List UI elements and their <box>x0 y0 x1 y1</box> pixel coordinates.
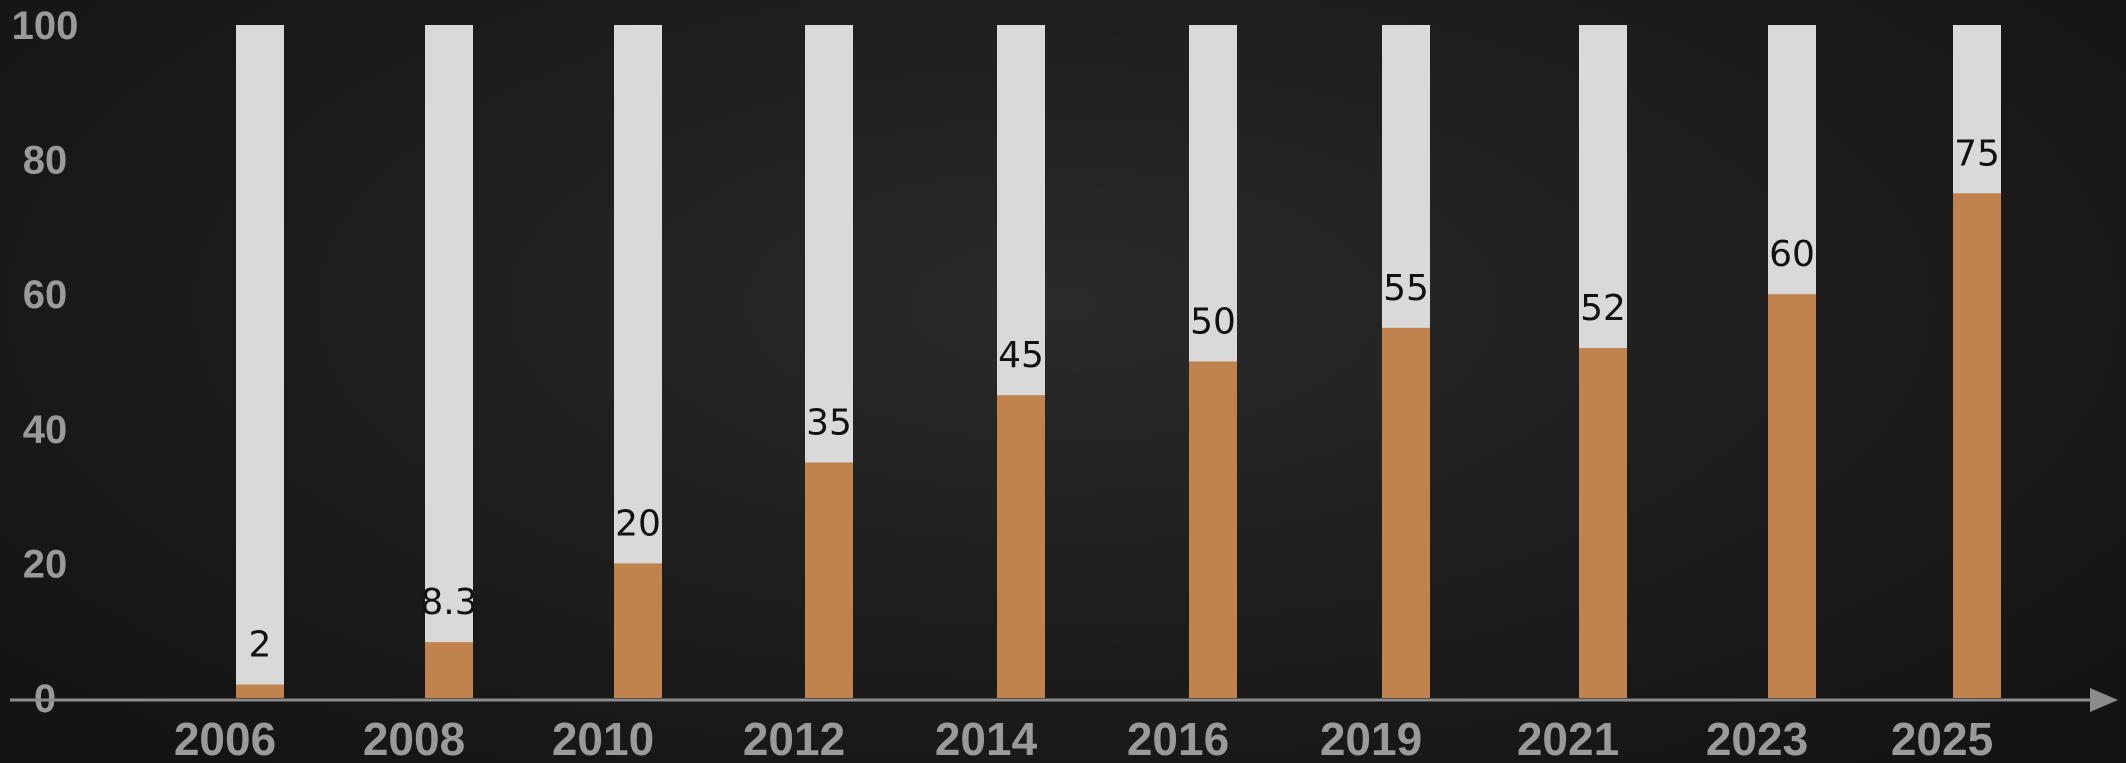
bar-data-label: 20 <box>615 503 661 544</box>
x-tick-label: 2006 <box>174 713 276 763</box>
x-tick-label: 2010 <box>552 713 654 763</box>
x-tick-label: 2008 <box>363 713 465 763</box>
bar <box>805 462 853 698</box>
bar <box>997 395 1045 698</box>
bar-data-label: 2 <box>249 625 272 666</box>
x-axis-ticks: 2006 2008 2010 2012 2014 2016 2019 2021 2023 2025 <box>174 713 1993 763</box>
bar <box>236 684 284 698</box>
x-tick-label: 2014 <box>935 713 1038 763</box>
x-axis <box>10 688 2118 712</box>
y-tick-label: 80 <box>23 139 68 183</box>
bar <box>1768 294 1816 698</box>
bar-track <box>236 25 284 698</box>
bar <box>1189 361 1237 698</box>
bar-data-label: 50 <box>1190 302 1236 343</box>
bar-data-label: 75 <box>1954 133 2000 174</box>
bar-data-label: 55 <box>1383 268 1429 309</box>
bar <box>1953 193 2001 698</box>
bar-data-label: 35 <box>806 402 852 443</box>
y-tick-label: 100 <box>12 4 79 48</box>
y-tick-label: 40 <box>23 408 68 452</box>
bar <box>614 563 662 698</box>
bar-track <box>425 25 473 698</box>
bar-data-label: 45 <box>998 335 1044 376</box>
x-tick-label: 2016 <box>1127 713 1229 763</box>
y-tick-label: 20 <box>23 542 68 586</box>
bars: 2 8.3 20 35 45 50 55 52 60 75 <box>236 25 2001 698</box>
bar <box>425 642 473 698</box>
y-tick-label: 60 <box>23 273 68 317</box>
bar <box>1382 327 1430 698</box>
x-tick-label: 2012 <box>743 713 845 763</box>
bar-data-label: 60 <box>1769 234 1815 275</box>
bar-data-label: 52 <box>1580 288 1626 329</box>
x-tick-label: 2025 <box>1891 713 1993 763</box>
x-tick-label: 2019 <box>1320 713 1422 763</box>
x-tick-label: 2021 <box>1517 713 1619 763</box>
x-tick-label: 2023 <box>1706 713 1808 763</box>
x-axis-arrow-icon <box>2090 688 2118 712</box>
bar <box>1579 348 1627 698</box>
bar-data-label: 8.3 <box>420 582 477 623</box>
